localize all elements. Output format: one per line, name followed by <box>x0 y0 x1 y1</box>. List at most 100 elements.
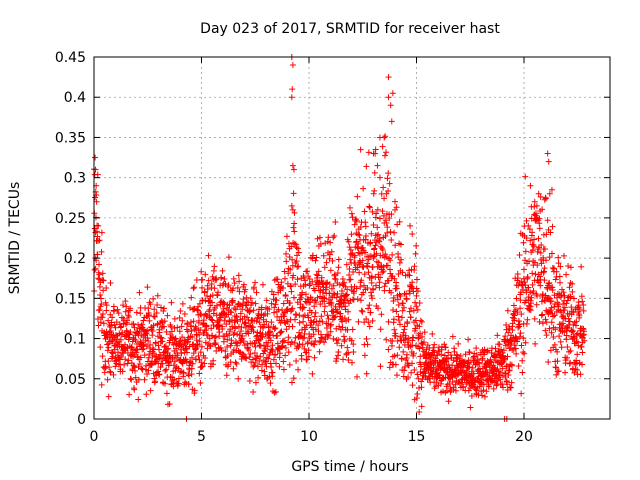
data-point <box>370 222 377 229</box>
data-point <box>400 329 407 336</box>
data-point <box>168 323 175 330</box>
data-point <box>210 357 217 364</box>
data-point <box>94 251 101 258</box>
y-tick-label: 0.05 <box>55 372 86 388</box>
data-point <box>452 387 459 394</box>
data-point <box>373 210 380 217</box>
data-point <box>396 291 403 298</box>
data-point <box>402 332 409 339</box>
data-point <box>380 184 387 191</box>
data-point <box>156 346 163 353</box>
data-point <box>154 320 161 327</box>
data-point <box>530 287 537 294</box>
data-point <box>201 360 208 367</box>
data-point <box>271 277 278 284</box>
data-point <box>498 346 505 353</box>
data-point <box>521 350 528 357</box>
data-point <box>409 360 416 367</box>
data-point <box>347 204 354 211</box>
data-point <box>354 243 361 250</box>
data-point <box>557 338 564 345</box>
data-point <box>446 380 453 387</box>
data-point <box>135 364 142 371</box>
data-point <box>347 256 354 263</box>
data-point <box>376 215 383 222</box>
data-point <box>276 350 283 357</box>
data-point <box>150 295 157 302</box>
data-point <box>194 342 201 349</box>
data-point <box>521 279 528 286</box>
data-point <box>150 322 157 329</box>
data-point <box>429 330 436 337</box>
data-point <box>531 203 538 210</box>
data-point <box>149 352 156 359</box>
data-point <box>220 338 227 345</box>
data-point <box>360 185 367 192</box>
data-point <box>208 316 215 323</box>
data-point <box>289 323 296 330</box>
data-point <box>97 291 104 298</box>
data-point <box>304 339 311 346</box>
data-point <box>247 350 254 357</box>
data-point <box>567 264 574 271</box>
data-point <box>393 282 400 289</box>
data-point <box>243 355 250 362</box>
data-point <box>350 341 357 348</box>
data-point <box>247 302 254 309</box>
data-point <box>317 241 324 248</box>
y-tick-label: 0.4 <box>64 90 86 106</box>
data-point <box>235 375 242 382</box>
data-point <box>141 352 148 359</box>
data-point <box>245 346 252 353</box>
data-point <box>335 256 342 263</box>
data-point <box>297 301 304 308</box>
data-point <box>484 348 491 355</box>
data-point <box>537 282 544 289</box>
data-point <box>554 348 561 355</box>
data-point <box>471 350 478 357</box>
data-point <box>379 269 386 276</box>
data-point <box>183 349 190 356</box>
data-point <box>393 308 400 315</box>
data-point <box>474 384 481 391</box>
data-point <box>417 363 424 370</box>
data-point <box>355 318 362 325</box>
data-point <box>249 299 256 306</box>
data-point <box>277 329 284 336</box>
data-point <box>284 305 291 312</box>
data-point <box>375 231 382 238</box>
data-point <box>406 272 413 279</box>
data-point <box>182 379 189 386</box>
data-point <box>99 270 106 277</box>
data-point <box>238 324 245 331</box>
data-point <box>556 333 563 340</box>
data-point <box>345 316 352 323</box>
data-point <box>159 360 166 367</box>
data-point <box>387 228 394 235</box>
data-point <box>522 248 529 255</box>
data-point <box>384 224 391 231</box>
data-point <box>394 352 401 359</box>
data-point <box>507 384 514 391</box>
data-point <box>369 208 376 215</box>
data-point <box>290 190 297 197</box>
data-point <box>374 206 381 213</box>
data-point <box>395 313 402 320</box>
data-point <box>155 342 162 349</box>
data-point <box>401 323 408 330</box>
data-point <box>240 338 247 345</box>
data-point <box>468 393 475 400</box>
data-point <box>414 276 421 283</box>
data-point <box>553 371 560 378</box>
data-point <box>353 285 360 292</box>
data-point <box>561 329 568 336</box>
data-point <box>150 313 157 320</box>
data-point <box>311 354 318 361</box>
data-point <box>309 296 316 303</box>
data-point <box>98 248 105 255</box>
data-point <box>366 323 373 330</box>
data-point <box>445 349 452 356</box>
data-point <box>467 404 474 411</box>
data-point <box>117 336 124 343</box>
data-point <box>575 299 582 306</box>
